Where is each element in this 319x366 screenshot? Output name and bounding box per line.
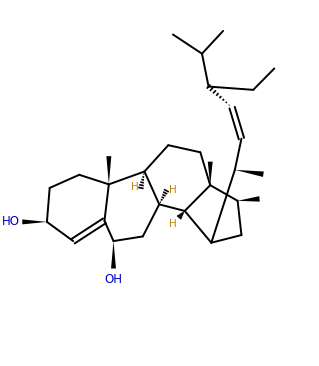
Polygon shape [106, 156, 111, 184]
Text: HO: HO [2, 216, 20, 228]
Polygon shape [238, 196, 260, 202]
Polygon shape [22, 220, 47, 224]
Text: H: H [169, 219, 177, 229]
Polygon shape [208, 162, 213, 185]
Text: OH: OH [105, 273, 122, 285]
Text: H: H [168, 185, 176, 195]
Polygon shape [111, 241, 116, 269]
Text: H: H [131, 182, 139, 193]
Polygon shape [235, 170, 264, 177]
